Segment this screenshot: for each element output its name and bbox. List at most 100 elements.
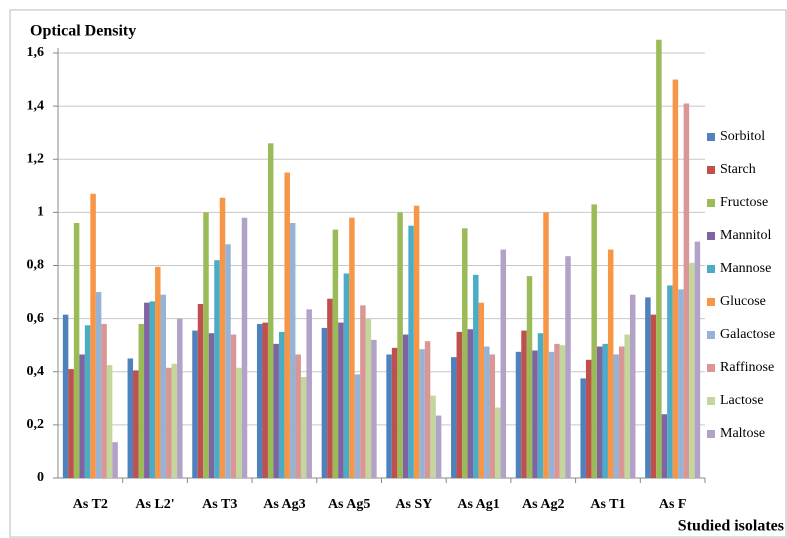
bar [645,297,651,478]
y-tick-label: 0,6 [27,311,45,326]
legend-label: Mannose [720,261,771,276]
bar [192,330,198,478]
bar [596,346,603,478]
bar [391,347,398,478]
y-tick-label: 1,6 [27,45,45,60]
legend-swatch [707,298,715,306]
bar [689,262,695,478]
legend-label: Fructose [720,195,768,210]
legend-swatch [707,166,715,174]
bar [430,395,436,478]
bar [365,318,372,478]
x-tick-label: As T2 [73,497,108,512]
legend-label: Sorbitol [720,129,765,144]
bar [284,172,290,478]
x-tick-label: As F [659,497,687,512]
bar [343,273,350,478]
bar [225,244,231,478]
bar [413,205,420,478]
bar [397,212,403,478]
legend-swatch [707,331,715,339]
bar [678,289,684,478]
bar [300,377,307,478]
legend-label: Raffinose [720,360,774,375]
legend-swatch [707,364,715,372]
legend-swatch [707,232,715,240]
bar [219,197,226,478]
y-tick-label: 1,4 [27,98,45,113]
bar [478,302,485,478]
legend-swatch [707,265,715,273]
bar [203,212,209,478]
bar [419,349,425,478]
bar [236,367,242,478]
chart-title: Optical Density [30,23,136,40]
bar [177,318,183,478]
legend-swatch [707,430,715,438]
bar [349,217,355,478]
bar [214,260,220,478]
bar [462,228,468,478]
legend-swatch [707,199,715,207]
bar [90,193,96,478]
bar [354,374,361,478]
x-tick-label: As Ag1 [457,497,499,512]
bar [386,354,392,478]
bar [559,345,566,478]
y-tick-label: 0,8 [27,258,45,273]
bar [473,274,479,478]
bar [208,333,215,478]
bar [160,294,167,478]
legend-swatch [707,133,715,141]
bar [500,249,507,478]
y-tick-label: 1,2 [27,151,45,166]
x-axis-title: Studied isolates [678,518,784,535]
bar [467,329,474,478]
bar [171,363,178,478]
bar [197,304,204,478]
legend-label: Galactose [720,327,775,342]
y-tick-label: 0 [37,470,44,485]
legend-label: Starch [720,162,756,177]
bar [650,314,657,478]
legend-label: Maltose [720,426,765,441]
bar [515,351,522,478]
bar [543,212,549,478]
bar [112,442,118,478]
bar [73,223,80,478]
bar [489,354,496,478]
x-tick-label: As SY [395,497,432,512]
bar [273,343,279,478]
bar [602,343,608,478]
bar [585,359,592,478]
bar [278,331,285,478]
x-tick-label: As L2' [135,497,174,512]
bar [451,357,457,478]
bar [68,369,74,478]
bar [484,346,490,478]
bar [306,309,312,478]
bar [661,414,668,478]
legend-label: Lactose [720,393,764,408]
x-tick-label: As T1 [590,497,625,512]
bar [256,323,263,478]
bar [327,298,333,478]
bar [408,225,414,478]
bar [629,294,636,478]
bar [133,370,139,478]
x-tick-label: As T3 [202,497,237,512]
bar [127,358,134,478]
bar [262,322,268,478]
bar [613,354,619,478]
bar [166,367,172,478]
bar [591,204,597,478]
bar [537,333,544,478]
bar [332,229,339,478]
x-tick-label: As Ag3 [263,497,305,512]
bar [424,341,431,478]
bar [554,343,560,478]
bar [565,256,571,478]
bar [580,378,586,478]
bar [241,217,248,478]
